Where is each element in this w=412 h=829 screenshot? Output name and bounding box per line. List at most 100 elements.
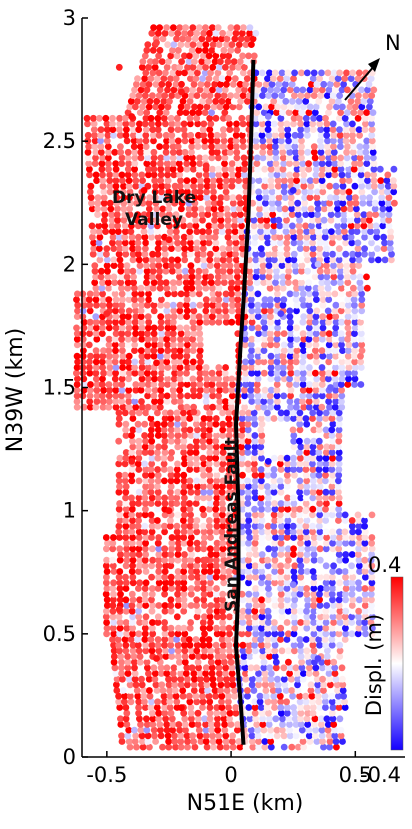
displacement-dot bbox=[124, 148, 132, 156]
displacement-dot bbox=[184, 364, 192, 371]
displacement-dot bbox=[212, 426, 220, 434]
displacement-dot bbox=[175, 539, 182, 547]
displacement-dot bbox=[219, 619, 227, 626]
displacement-dot bbox=[202, 664, 210, 672]
valley-label-line1: Dry Lake bbox=[112, 188, 196, 208]
displacement-dot bbox=[331, 330, 339, 337]
displacement-dot bbox=[222, 398, 229, 405]
displacement-dot bbox=[297, 443, 305, 451]
displacement-dot bbox=[129, 505, 136, 513]
displacement-dot bbox=[361, 607, 369, 615]
displacement-dot bbox=[248, 681, 256, 689]
displacement-dot bbox=[329, 545, 337, 553]
displacement-dot bbox=[335, 466, 343, 473]
displacement-dot bbox=[328, 636, 336, 643]
displacement-dot bbox=[305, 160, 312, 168]
displacement-dot bbox=[247, 352, 255, 360]
displacement-dot bbox=[315, 426, 323, 434]
displacement-dot bbox=[156, 403, 164, 411]
displacement-dot bbox=[182, 726, 189, 734]
displacement-dot bbox=[355, 69, 363, 77]
displacement-dot bbox=[310, 647, 318, 655]
displacement-dot bbox=[202, 398, 210, 405]
displacement-dot bbox=[145, 675, 153, 683]
displacement-dot bbox=[355, 579, 362, 587]
displacement-dot bbox=[122, 494, 129, 502]
displacement-dot bbox=[310, 256, 317, 264]
displacement-dot bbox=[225, 471, 233, 479]
displacement-dot bbox=[284, 69, 292, 77]
displacement-dot bbox=[223, 675, 230, 683]
displacement-dot bbox=[231, 75, 239, 82]
displacement-dot bbox=[211, 233, 219, 241]
displacement-dot bbox=[318, 403, 326, 411]
displacement-dot bbox=[351, 313, 358, 320]
displacement-dot bbox=[165, 199, 173, 207]
displacement-dot bbox=[156, 284, 164, 292]
displacement-dot bbox=[99, 301, 107, 309]
displacement-dot bbox=[303, 590, 311, 598]
displacement-dot bbox=[290, 454, 297, 462]
displacement-dot bbox=[158, 392, 165, 400]
displacement-dot bbox=[248, 307, 256, 315]
displacement-dot bbox=[271, 545, 279, 553]
displacement-dot bbox=[214, 273, 222, 281]
displacement-dot bbox=[251, 466, 258, 473]
displacement-dot bbox=[122, 562, 130, 570]
displacement-dot bbox=[342, 267, 350, 275]
displacement-dot bbox=[174, 460, 181, 468]
displacement-dot bbox=[141, 233, 149, 241]
displacement-dot bbox=[163, 721, 171, 728]
displacement-dot bbox=[238, 114, 246, 122]
displacement-dot bbox=[202, 726, 210, 734]
displacement-dot bbox=[361, 522, 368, 530]
displacement-dot bbox=[262, 687, 270, 694]
displacement-dot bbox=[366, 97, 374, 105]
displacement-dot bbox=[322, 517, 330, 524]
displacement-dot bbox=[110, 641, 117, 649]
displacement-dot bbox=[225, 420, 233, 428]
displacement-dot bbox=[357, 318, 364, 326]
displacement-dot bbox=[186, 500, 194, 507]
displacement-dot bbox=[317, 715, 325, 723]
displacement-dot bbox=[204, 687, 211, 694]
displacement-dot bbox=[110, 273, 118, 281]
displacement-dot bbox=[272, 658, 280, 666]
displacement-dot bbox=[138, 352, 146, 360]
displacement-dot bbox=[171, 738, 179, 745]
displacement-dot bbox=[227, 658, 235, 666]
displacement-dot bbox=[299, 358, 307, 366]
displacement-dot bbox=[174, 641, 182, 649]
displacement-dot bbox=[227, 46, 235, 54]
displacement-dot bbox=[297, 715, 304, 723]
displacement-dot bbox=[356, 273, 364, 281]
displacement-dot bbox=[302, 466, 310, 473]
displacement-dot bbox=[225, 245, 233, 253]
displacement-dot bbox=[279, 273, 287, 281]
displacement-dot bbox=[316, 534, 324, 541]
displacement-dot bbox=[144, 364, 152, 371]
displacement-dot bbox=[225, 415, 233, 422]
displacement-dot bbox=[297, 653, 305, 660]
displacement-dot bbox=[186, 449, 194, 456]
displacement-dot bbox=[206, 415, 213, 422]
displacement-dot bbox=[286, 721, 293, 728]
displacement-dot bbox=[127, 228, 135, 236]
displacement-dot bbox=[210, 743, 217, 751]
displacement-dot bbox=[320, 681, 328, 689]
y-tick-label: 2 bbox=[63, 252, 76, 276]
displacement-dot bbox=[373, 233, 381, 241]
displacement-dot bbox=[264, 120, 272, 128]
displacement-dot bbox=[137, 369, 145, 377]
displacement-dot bbox=[328, 449, 336, 456]
displacement-dot bbox=[168, 500, 176, 507]
displacement-dot bbox=[331, 732, 339, 740]
displacement-dot bbox=[99, 324, 106, 332]
displacement-dot bbox=[344, 335, 352, 343]
displacement-dot bbox=[181, 148, 189, 156]
displacement-dot bbox=[101, 211, 109, 219]
displacement-dot bbox=[251, 443, 259, 451]
displacement-dot bbox=[224, 216, 232, 224]
displacement-dot bbox=[181, 250, 189, 258]
displacement-dot bbox=[373, 228, 381, 236]
